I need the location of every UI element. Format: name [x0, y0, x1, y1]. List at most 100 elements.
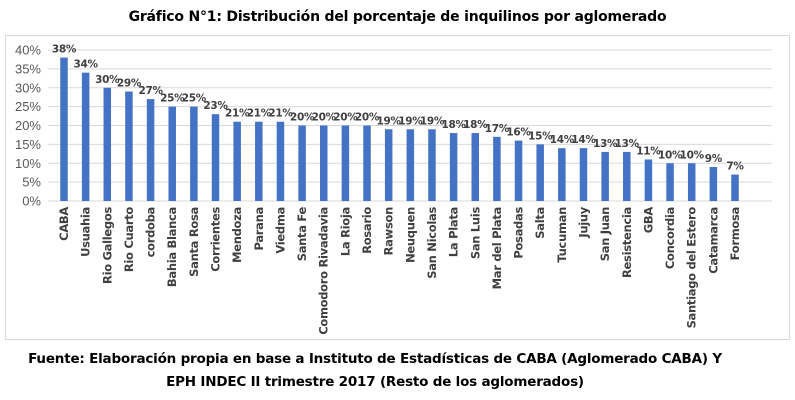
bar: [298, 125, 306, 201]
data-label: 16%: [506, 127, 531, 139]
data-label: 19%: [420, 115, 445, 127]
bar: [276, 121, 285, 201]
bar: [493, 136, 501, 201]
data-label: 7%: [726, 161, 744, 173]
bar: [644, 159, 653, 201]
chart-area: [5, 35, 790, 340]
y-tick-label: 35%: [15, 61, 41, 76]
y-tick-label: 20%: [15, 118, 41, 133]
x-tick-label: La Plata: [447, 207, 461, 257]
data-label: 14%: [550, 134, 575, 146]
bar: [558, 148, 566, 201]
chart-title: Gráfico N°1: Distribución del porcentaje…: [128, 9, 667, 25]
x-tick-label: Santiago del Estero: [685, 207, 699, 329]
x-tick-label: Resistencia: [620, 207, 634, 278]
data-label: 11%: [636, 145, 661, 157]
data-label: 38%: [52, 44, 77, 56]
x-tick-label: Mar del Plata: [490, 207, 504, 289]
y-tick-label: 10%: [15, 156, 41, 171]
data-label: 13%: [593, 138, 618, 150]
x-tick-label: Formosa: [728, 207, 742, 260]
bar: [363, 125, 371, 201]
bar: [125, 91, 133, 201]
data-label: 21%: [268, 108, 293, 120]
data-label: 10%: [658, 149, 683, 161]
x-tick-label: Catamarca: [706, 207, 720, 274]
bar: [579, 148, 588, 201]
bar: [81, 72, 90, 202]
data-label: 10%: [680, 149, 705, 161]
bar: [211, 114, 220, 201]
bar: [471, 133, 480, 201]
data-label: 19%: [377, 115, 402, 127]
bar: [103, 87, 112, 201]
data-label: 21%: [247, 108, 272, 120]
data-label: 19%: [398, 115, 423, 127]
bar: [406, 129, 415, 201]
bar: [709, 167, 718, 201]
x-tick-label: Tucuman: [555, 207, 569, 263]
bar: [666, 163, 674, 201]
data-label: 21%: [225, 108, 250, 120]
bar: [233, 121, 241, 201]
bar: [341, 125, 350, 201]
data-label: 30%: [95, 74, 120, 86]
data-label: 20%: [355, 112, 380, 124]
bar: [168, 106, 176, 201]
data-label: 27%: [138, 85, 163, 97]
data-label: 20%: [290, 112, 315, 124]
bar: [536, 144, 544, 201]
x-tick-label: San Nicolas: [425, 207, 439, 279]
y-tick-label: 15%: [15, 137, 41, 152]
x-tick-label: Santa Fe: [295, 207, 309, 262]
data-label: 25%: [160, 93, 185, 105]
bar: [60, 57, 68, 201]
x-tick-label: Corrientes: [209, 207, 223, 272]
x-tick-label: Rio Cuarto: [122, 207, 136, 273]
x-tick-label: Mendoza: [230, 207, 244, 263]
x-tick-label: Rawson: [382, 207, 396, 255]
bar: [428, 129, 436, 201]
x-tick-label: cordoba: [144, 207, 158, 257]
x-tick-label: Viedma: [273, 207, 287, 254]
x-tick-label: Rosario: [360, 207, 374, 254]
data-label: 18%: [441, 119, 466, 131]
bar: [190, 106, 198, 201]
x-tick-label: Bahia Blanca: [165, 207, 179, 287]
x-tick-label: Neuquen: [403, 207, 417, 263]
source-line-1: Fuente: Elaboración propia en base a Ins…: [28, 351, 722, 367]
data-label: 14%: [571, 134, 596, 146]
bar: [514, 140, 523, 201]
y-tick-label: 25%: [15, 99, 41, 114]
data-label: 15%: [528, 130, 553, 142]
x-tick-label: Santa Rosa: [187, 207, 201, 277]
x-tick-label: Parana: [252, 207, 266, 250]
bar: [384, 129, 393, 201]
data-label: 20%: [333, 112, 358, 124]
bar: [146, 99, 155, 201]
bar: [255, 121, 263, 201]
x-tick-label: Comodoro Rivadavia: [317, 207, 331, 335]
x-tick-label: GBA: [641, 207, 655, 234]
data-label: 17%: [485, 123, 510, 135]
x-tick-label: Usuahia: [79, 207, 93, 257]
x-tick-label: Concordia: [663, 207, 677, 269]
x-tick-label: Posadas: [512, 207, 526, 259]
bar: [601, 151, 609, 201]
data-label: 9%: [705, 153, 723, 165]
bar: [731, 174, 739, 201]
x-tick-label: San Luis: [468, 207, 482, 260]
x-tick-label: Jujuy: [576, 206, 590, 238]
x-tick-label: CABA: [57, 207, 71, 241]
y-tick-label: 0%: [22, 194, 41, 209]
source-line-2: EPH INDEC II trimestre 2017 (Resto de lo…: [166, 374, 584, 390]
data-label: 18%: [463, 119, 488, 131]
bar: [319, 125, 328, 201]
x-tick-label: San Juan: [598, 207, 612, 261]
y-tick-label: 5%: [22, 175, 41, 190]
bar: [687, 163, 696, 201]
x-tick-label: Salta: [533, 207, 547, 239]
x-tick-label: Rio Gallegos: [100, 207, 114, 284]
data-label: 25%: [182, 93, 207, 105]
